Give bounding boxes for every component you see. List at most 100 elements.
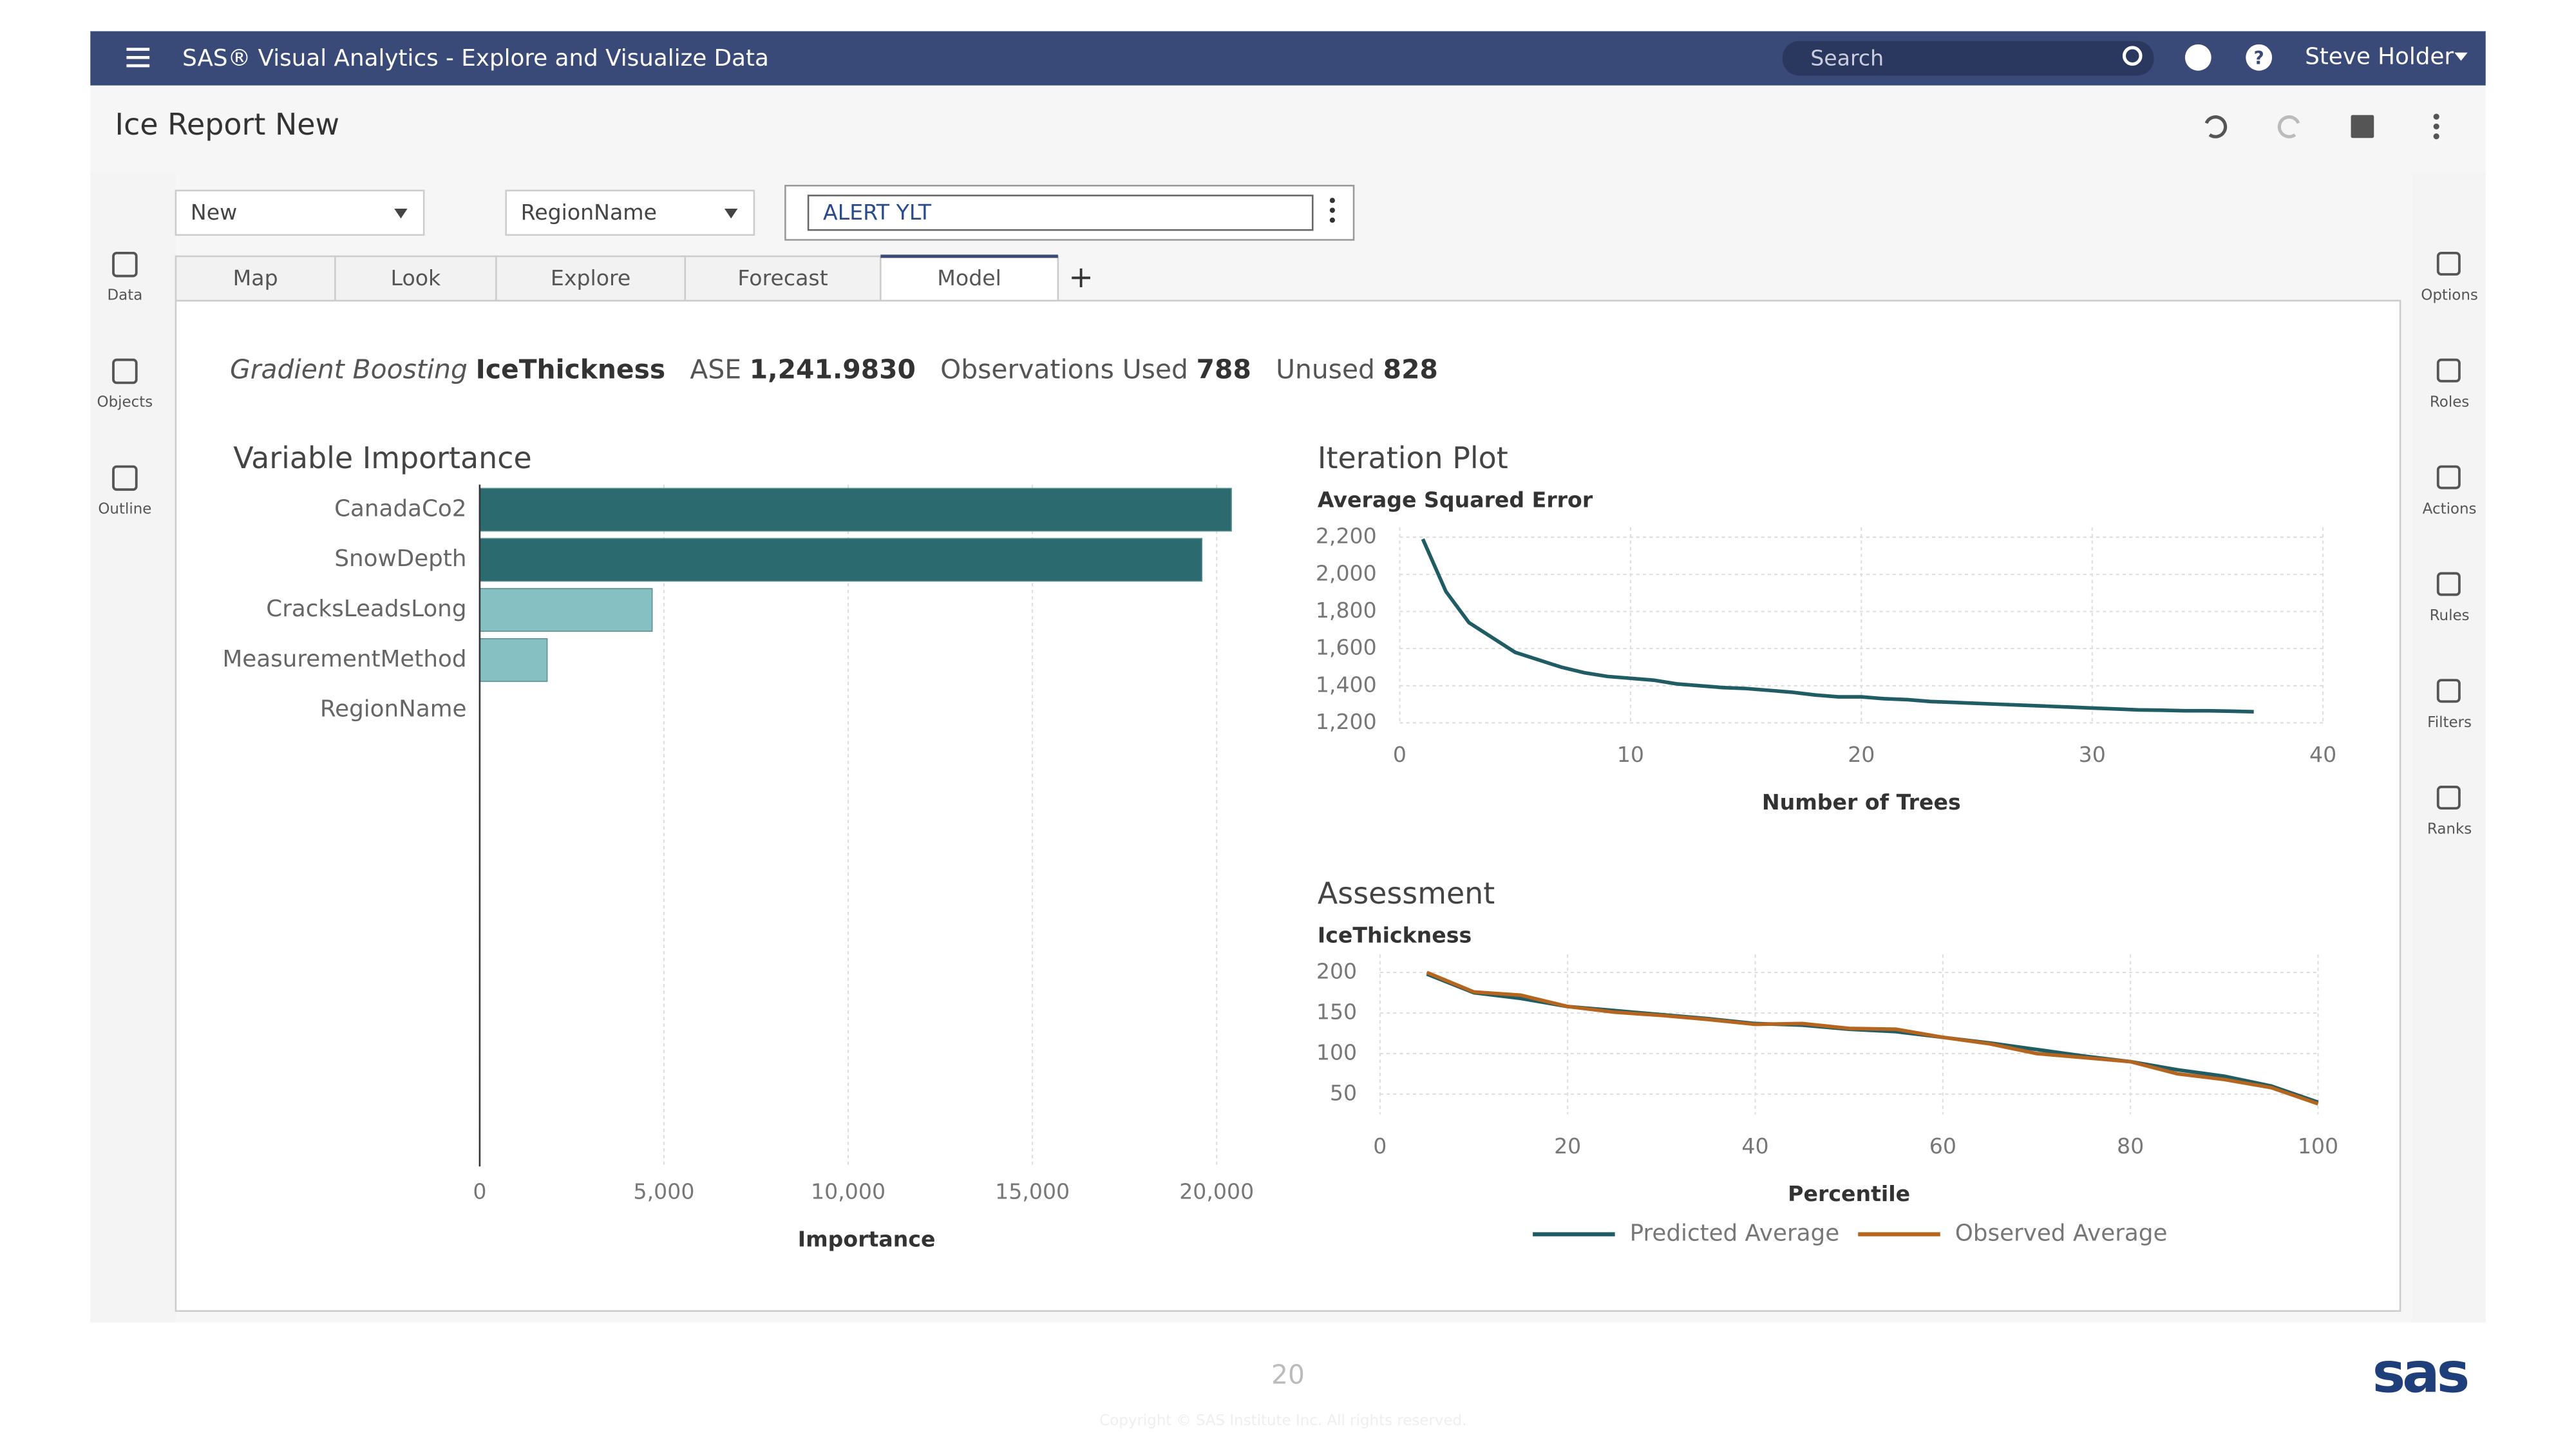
x-axis-label: Number of Trees	[1762, 790, 1961, 815]
help-glyph: ?	[2254, 48, 2264, 69]
dropdown[interactable]	[505, 189, 755, 236]
tab-label: Map	[233, 265, 278, 290]
y-tick-label: 1,600	[1316, 635, 1377, 660]
bar	[479, 538, 1203, 582]
x-tick-label: 10,000	[811, 1179, 886, 1204]
x-tick-label: 40	[1741, 1133, 1768, 1159]
tab[interactable]	[684, 255, 882, 302]
summary-used-label: Observations Used	[940, 354, 1188, 385]
rail-icon[interactable]	[112, 251, 138, 278]
bar	[479, 588, 653, 632]
model-summary: Gradient Boosting IceThickness ASE 1,241.98…	[230, 354, 1438, 385]
x-tick-label: 60	[1929, 1133, 1956, 1159]
rail-icon[interactable]	[2436, 786, 2461, 810]
y-tick-label: 150	[1316, 999, 1357, 1024]
summary-model: Gradient Boosting	[230, 354, 468, 385]
control-value: RegionName	[521, 200, 657, 225]
y-tick-label: 1,800	[1316, 598, 1377, 623]
tab[interactable]	[334, 255, 497, 302]
rail-label: Data	[107, 287, 142, 304]
legend-label: Predicted Average	[1630, 1220, 1840, 1247]
tab-label: Forecast	[737, 265, 828, 290]
rail-icon[interactable]	[2436, 358, 2461, 383]
rail-icon[interactable]	[112, 465, 138, 491]
legend-label: Observed Average	[1955, 1220, 2168, 1247]
series-line	[1426, 971, 2319, 1106]
save-button[interactable]	[2351, 115, 2374, 138]
y-tick-label: 200	[1316, 959, 1357, 984]
input-menu[interactable]	[1329, 198, 1335, 223]
user-caret	[2454, 52, 2468, 61]
x-tick-label: 0	[473, 1179, 486, 1204]
rail-icon[interactable]	[2436, 251, 2461, 276]
rail-label: Outline	[98, 500, 151, 517]
x-tick-label: 5,000	[634, 1179, 695, 1204]
chart-title: Variable Importance	[233, 440, 532, 475]
y-tick-label: 2,200	[1316, 524, 1377, 549]
x-tick-label: 20,000	[1179, 1179, 1254, 1204]
summary-target: IceThickness	[476, 354, 665, 385]
bar	[479, 638, 548, 682]
rail-icon[interactable]	[2436, 679, 2461, 703]
rail-icon[interactable]	[2436, 465, 2461, 489]
x-tick-label: 40	[2309, 742, 2336, 767]
y-tick-label: RegionName	[320, 696, 467, 723]
y-tick-label: 1,400	[1316, 672, 1377, 697]
x-axis-label: Percentile	[1788, 1181, 1910, 1206]
rail-label: Actions	[2423, 500, 2477, 517]
add-tab[interactable]: +	[1068, 260, 1093, 294]
search-icon[interactable]	[2122, 46, 2143, 66]
y-tick-label: 100	[1316, 1039, 1357, 1065]
rail-label: Roles	[2430, 394, 2469, 411]
y-tick-label: SnowDepth	[334, 545, 466, 572]
more-button[interactable]	[2433, 113, 2439, 140]
tab-bar: Map Look Explore Forecast Model	[175, 254, 1059, 302]
menu-icon[interactable]	[126, 48, 150, 68]
rail-icon[interactable]	[112, 358, 138, 384]
rail-icon[interactable]	[2436, 572, 2461, 596]
help-icon[interactable]	[2246, 44, 2273, 71]
right-rail	[2411, 172, 2486, 1323]
y-tick-label: 50	[1330, 1080, 1357, 1105]
user-name[interactable]: Steve Holder	[2305, 43, 2454, 70]
summary-unused: 828	[1383, 354, 1438, 385]
rail-label: Options	[2421, 287, 2478, 304]
undo-button[interactable]	[2204, 115, 2228, 138]
y-axis-label: IceThickness	[1318, 923, 1472, 948]
chart-title: Assessment	[1318, 876, 1495, 911]
search-placeholder: Search	[1810, 45, 1884, 70]
rail-label: Rules	[2430, 607, 2470, 624]
report-title: Ice Report New	[115, 107, 340, 142]
y-axis-label: Average Squared Error	[1318, 488, 1593, 513]
x-tick-label: 20	[1848, 742, 1875, 767]
x-tick-label: 30	[2079, 742, 2106, 767]
rail-label: Objects	[97, 394, 153, 411]
page-number: 20	[1271, 1359, 1305, 1390]
tab[interactable]	[495, 255, 687, 302]
summary-text: Gradient Boosting IceThickness ASE 1,241.98…	[230, 354, 1438, 385]
tab-label: Look	[391, 265, 441, 290]
control-value: ALERT YLT	[823, 200, 932, 225]
app-title: SAS® Visual Analytics - Explore and Visu…	[182, 45, 769, 71]
chart: Iteration Plot 0 10 20 30 40 1,200 1,400 1,600 1,…	[1316, 440, 2336, 815]
tab[interactable]	[880, 255, 1059, 302]
text-input[interactable]	[807, 194, 1314, 231]
tab-label: Explore	[551, 265, 630, 290]
toolbar	[2204, 113, 2439, 140]
left-rail	[90, 172, 176, 1323]
summary-ase: 1,241.9830	[750, 354, 916, 385]
y-tick-label: 2,000	[1316, 560, 1377, 585]
redo-button[interactable]	[2277, 115, 2300, 138]
x-tick-label: 0	[1373, 1133, 1387, 1159]
search-box[interactable]	[1782, 41, 2154, 76]
y-tick-label: MeasurementMethod	[222, 646, 466, 672]
history-icon[interactable]	[2184, 44, 2211, 71]
x-axis-label: Importance	[798, 1227, 936, 1252]
y-tick-label: 1,200	[1316, 709, 1377, 734]
dropdown[interactable]	[175, 189, 425, 236]
y-tick-label: CracksLeadsLong	[266, 596, 466, 622]
chart: Variable Importance 0 5,000 10,000 15,000 20,…	[222, 440, 1254, 1252]
summary-used: 788	[1197, 354, 1251, 385]
tab[interactable]	[175, 255, 336, 302]
